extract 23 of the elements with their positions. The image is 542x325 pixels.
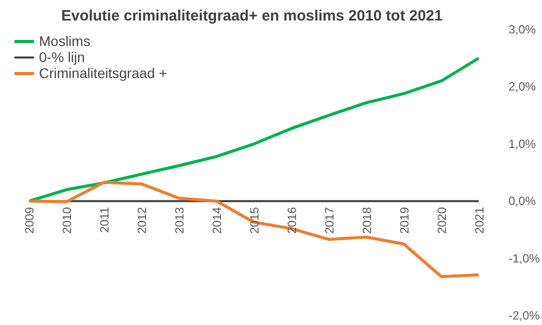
x-tick-label: 2009 [22,206,37,234]
legend-label: 0-% lijn [39,49,85,65]
x-tick-label: 2010 [60,206,74,234]
x-tick-label: 2019 [397,206,412,234]
x-tick-label: 2020 [434,206,449,234]
chart-title: Evolutie criminaliteitgraad+ en moslims 2010 tot 2021 [61,8,443,24]
x-tick-label: 2012 [135,206,150,234]
y-tick-label: 2,0% [508,80,536,94]
y-tick-label: 1,0% [508,136,536,151]
x-tick-label: 2015 [248,206,262,234]
x-tick-label: 2018 [360,206,374,234]
x-tick-label: 2021 [472,206,486,234]
x-tick-label: 2013 [172,206,187,234]
y-tick-label: -1,0% [508,251,540,266]
y-tick-label: 0,0% [508,194,536,208]
legend-label: Criminaliteitsgraad + [39,65,167,81]
x-tick-label: 2011 [98,206,112,233]
y-tick-label: -2,0% [508,308,540,322]
legend-label: Moslims [39,33,90,49]
x-tick-label: 2017 [322,206,336,234]
x-tick-label: 2016 [284,206,299,234]
x-tick-label: 2014 [210,206,224,234]
y-tick-label: 3,0% [508,22,536,36]
